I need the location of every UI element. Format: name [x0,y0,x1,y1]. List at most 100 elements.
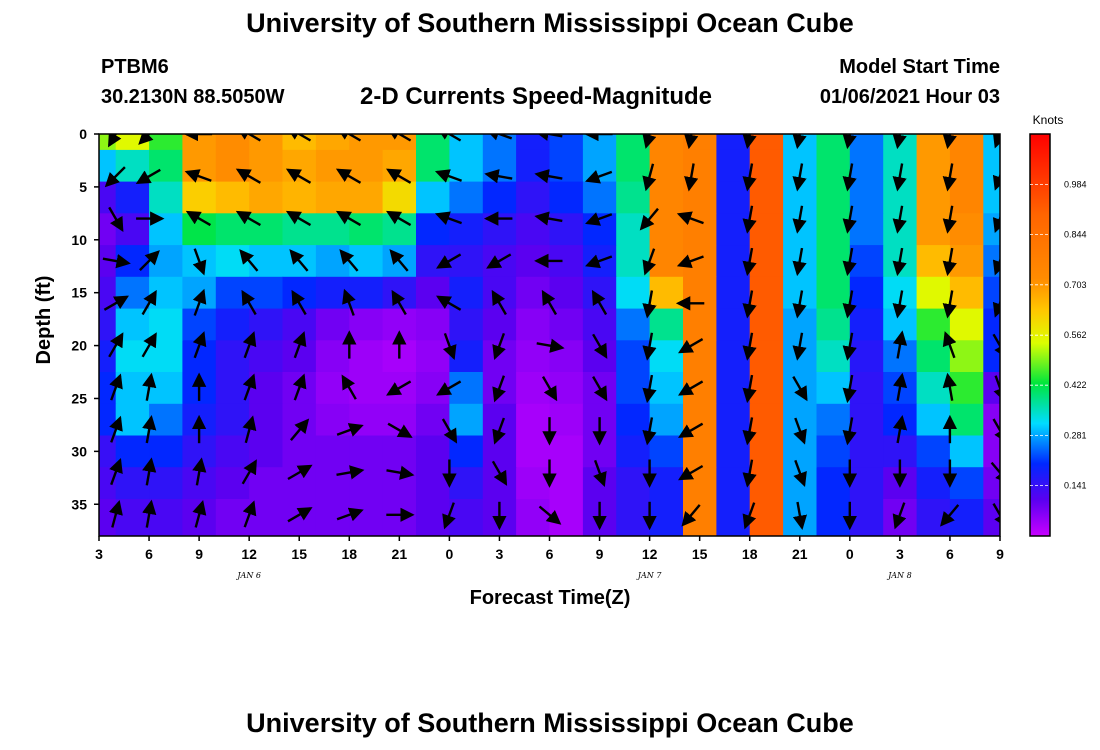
current-vector [842,374,857,404]
current-vector [585,169,613,184]
heatmap-cell [749,308,784,341]
heatmap-cell [149,435,184,468]
heatmap-cell [549,134,584,151]
heatmap-cell [115,149,150,183]
heatmap-cell [282,499,317,536]
heatmap-cell [949,181,984,214]
heatmap-cell [749,499,784,536]
current-vector [336,507,364,522]
current-vector [192,288,207,316]
heatmap-cell [649,372,684,405]
heatmap-cell [616,403,651,437]
heatmap-cell [716,308,751,341]
heatmap-cell [249,245,284,278]
current-vector [184,169,212,183]
date-labels: JAN 6 JAN 7 JAN 8 [235,571,911,580]
current-vector [992,299,1000,318]
current-vector [287,464,313,481]
current-vector [742,205,757,234]
x-tick-label: 12 [241,546,257,562]
heatmap-cell [315,499,350,536]
heatmap-cell [916,149,951,183]
heatmap-cell [616,149,651,183]
colorbar-tick-label: 0.562 [1064,330,1087,340]
heatmap-cell [149,340,184,373]
heatmap-cell [649,467,684,500]
heatmap-cell [249,403,284,437]
heatmap-cell [249,467,284,500]
heatmap-cell [149,245,184,278]
current-vector [235,210,262,227]
heatmap-cell [616,499,651,536]
current-vector [391,289,407,316]
heatmap-cell [182,308,217,341]
heatmap-cell [315,435,350,468]
heatmap-cell [115,435,150,468]
heatmap-cell [749,467,784,500]
heatmap-cell [349,276,384,310]
heatmap-cell [749,134,784,151]
heatmap-cell [916,403,951,437]
current-vector [792,376,808,402]
heatmap-cell [416,181,450,214]
current-vector [792,163,807,192]
heatmap-cell [983,308,1000,341]
y-tick-label: 15 [71,285,87,301]
current-vector [942,247,957,277]
heatmap-cell [349,435,384,468]
heatmap-cell [949,435,984,468]
heatmap-cell [182,181,217,214]
heatmap-cell [349,372,384,405]
current-vector [241,289,257,316]
current-vector [842,247,857,277]
current-vector [192,499,207,528]
heatmap-cell [816,149,851,183]
current-vector [942,163,957,192]
current-vector [239,249,259,272]
heatmap-cell [649,308,684,341]
heatmap-cell [449,149,484,183]
heatmap-cell [683,372,717,405]
current-vector [942,134,957,150]
heatmap-cell [816,435,851,468]
heatmap-cell [149,181,184,214]
current-vector [285,134,312,142]
heatmap-cell [683,435,717,468]
heatmap-cell [416,467,450,500]
current-vector [940,504,960,527]
current-vector [792,501,808,530]
current-vectors [102,134,1000,531]
heatmap-cell [482,435,517,468]
current-vector [436,295,462,311]
current-vector [585,212,613,226]
heatmap-cell [449,181,484,214]
heatmap-cell [716,499,751,536]
heatmap-cell [315,403,350,437]
current-vector [484,134,513,141]
current-vector [442,332,457,361]
current-vector [942,290,957,319]
heatmap-cell [816,308,851,341]
y-tick-label: 20 [71,338,87,354]
heatmap-cell [949,276,984,310]
heatmap-cell [716,467,751,500]
current-vector [292,331,307,359]
heatmap-cell [149,403,184,437]
current-vector [792,332,807,361]
heatmap-cell [282,308,317,341]
heatmap-cell [916,467,951,500]
station-coords: 30.2130N 88.5050W [101,86,285,108]
current-vector [285,210,312,227]
heatmap-cell [516,499,551,536]
heatmap-cell [783,308,818,341]
current-vector [942,205,957,234]
current-vector [642,417,657,446]
current-vector [386,465,415,480]
heatmap-cell [115,403,150,437]
x-tick-label: 0 [846,546,854,562]
current-vector [678,338,704,354]
heatmap-cell [416,372,450,405]
heatmap-cell [115,276,150,310]
heatmap-cell [683,149,717,183]
heatmap-cell [649,340,684,373]
